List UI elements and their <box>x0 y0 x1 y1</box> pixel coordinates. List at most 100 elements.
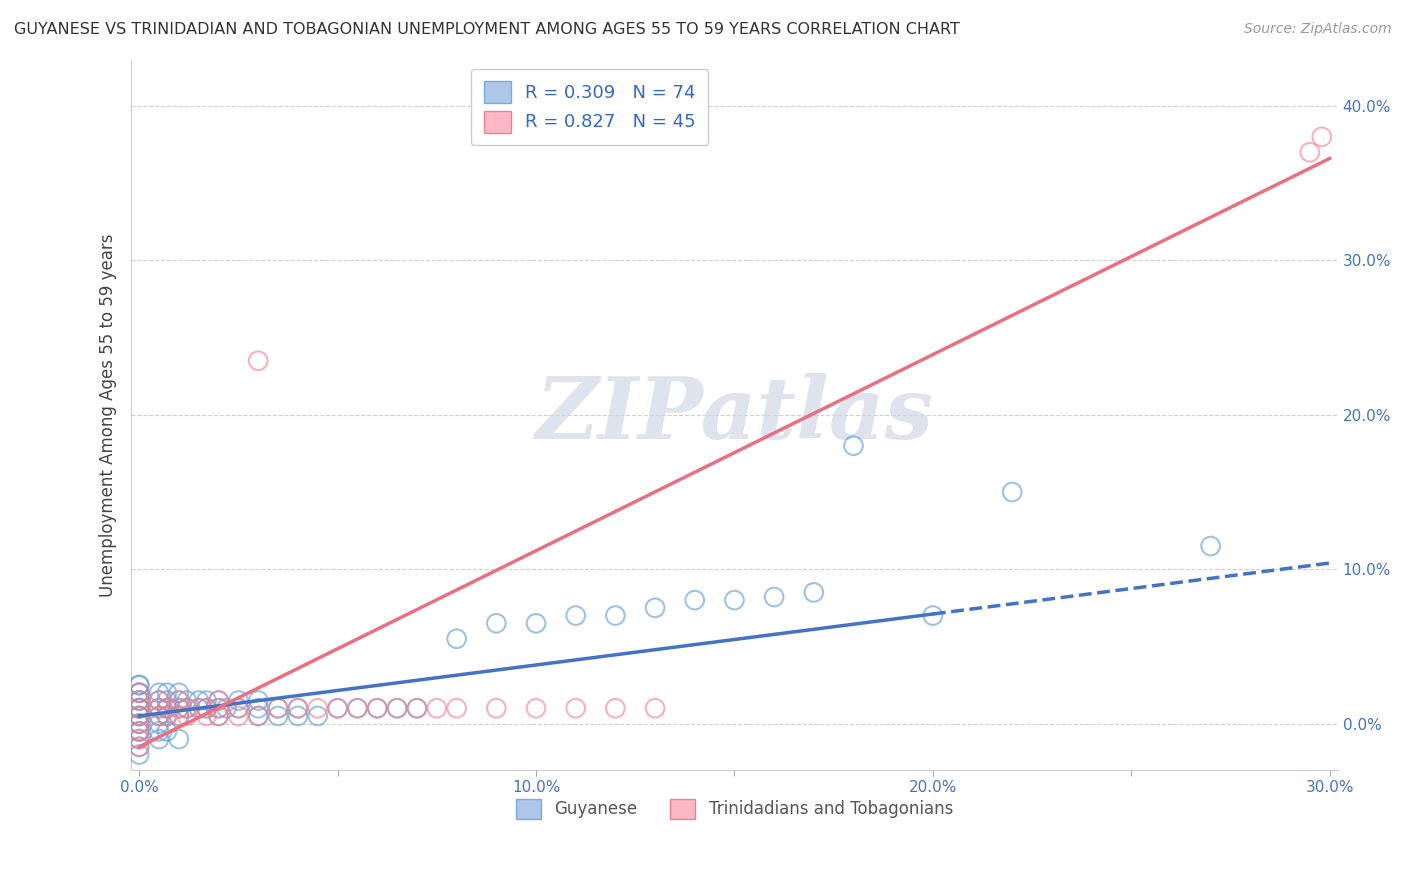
Point <box>207 709 229 723</box>
Point <box>195 701 218 715</box>
Point <box>156 686 179 700</box>
Point <box>605 608 627 623</box>
Point <box>346 701 368 715</box>
Point <box>167 709 190 723</box>
Y-axis label: Unemployment Among Ages 55 to 59 years: Unemployment Among Ages 55 to 59 years <box>100 233 117 597</box>
Point <box>148 701 170 715</box>
Point <box>128 739 150 754</box>
Point <box>128 693 150 707</box>
Point <box>167 693 190 707</box>
Point <box>128 747 150 762</box>
Point <box>406 701 429 715</box>
Point <box>287 709 309 723</box>
Point <box>148 716 170 731</box>
Point <box>167 693 190 707</box>
Point <box>156 724 179 739</box>
Point <box>267 709 290 723</box>
Legend: Guyanese, Trinidadians and Tobagonians: Guyanese, Trinidadians and Tobagonians <box>509 792 960 826</box>
Point <box>128 701 150 715</box>
Point <box>128 739 150 754</box>
Point <box>366 701 388 715</box>
Point <box>148 709 170 723</box>
Point <box>228 701 250 715</box>
Point <box>385 701 408 715</box>
Point <box>128 709 150 723</box>
Point <box>128 693 150 707</box>
Point <box>605 701 627 715</box>
Point <box>128 701 150 715</box>
Point <box>921 608 943 623</box>
Point <box>228 693 250 707</box>
Point <box>406 701 429 715</box>
Point <box>156 701 179 715</box>
Point <box>128 724 150 739</box>
Point <box>187 693 209 707</box>
Point <box>128 709 150 723</box>
Point <box>128 732 150 747</box>
Point <box>207 693 229 707</box>
Point <box>215 701 238 715</box>
Point <box>247 709 270 723</box>
Point <box>128 686 150 700</box>
Point <box>366 701 388 715</box>
Point <box>148 709 170 723</box>
Point <box>326 701 349 715</box>
Point <box>128 693 150 707</box>
Point <box>307 709 329 723</box>
Point <box>156 693 179 707</box>
Point <box>683 593 706 607</box>
Point <box>195 709 218 723</box>
Point <box>247 701 270 715</box>
Point <box>763 590 786 604</box>
Point <box>247 353 270 368</box>
Point <box>287 701 309 715</box>
Point <box>167 701 190 715</box>
Point <box>148 693 170 707</box>
Point <box>1310 129 1333 144</box>
Point <box>207 693 229 707</box>
Point <box>247 693 270 707</box>
Point <box>644 600 666 615</box>
Point <box>187 701 209 715</box>
Point <box>156 709 179 723</box>
Point <box>385 701 408 715</box>
Point <box>195 701 218 715</box>
Point <box>128 709 150 723</box>
Point <box>426 701 449 715</box>
Point <box>1199 539 1222 553</box>
Point <box>247 709 270 723</box>
Point <box>564 701 586 715</box>
Point <box>128 716 150 731</box>
Point <box>644 701 666 715</box>
Point <box>167 686 190 700</box>
Point <box>128 701 150 715</box>
Point <box>167 701 190 715</box>
Point <box>176 693 198 707</box>
Point <box>128 716 150 731</box>
Point <box>524 616 547 631</box>
Point <box>564 608 586 623</box>
Point <box>156 701 179 715</box>
Point <box>207 701 229 715</box>
Point <box>485 616 508 631</box>
Point <box>524 701 547 715</box>
Point <box>148 701 170 715</box>
Point <box>148 732 170 747</box>
Point <box>326 701 349 715</box>
Point <box>128 686 150 700</box>
Point <box>128 724 150 739</box>
Point <box>148 693 170 707</box>
Point <box>723 593 745 607</box>
Point <box>148 724 170 739</box>
Point <box>167 709 190 723</box>
Point <box>176 709 198 723</box>
Point <box>128 716 150 731</box>
Point <box>207 701 229 715</box>
Point <box>485 701 508 715</box>
Point <box>176 701 198 715</box>
Text: Source: ZipAtlas.com: Source: ZipAtlas.com <box>1244 22 1392 37</box>
Point <box>803 585 825 599</box>
Point <box>228 701 250 715</box>
Point <box>1001 485 1024 500</box>
Point <box>446 701 468 715</box>
